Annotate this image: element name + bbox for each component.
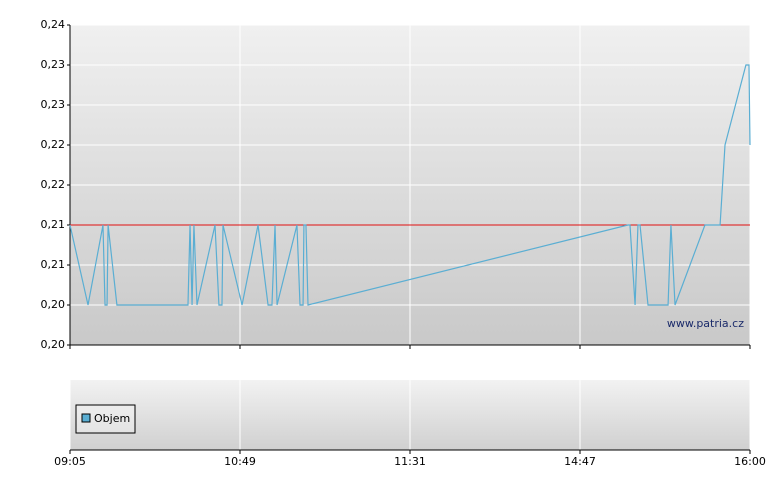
- y-tick-label: 0,22: [41, 138, 66, 151]
- y-tick-label: 0,23: [41, 98, 66, 111]
- x-tick-label: 16:00: [734, 455, 766, 468]
- x-tick-label: 09:05: [54, 455, 86, 468]
- x-tick-label: 10:49: [224, 455, 256, 468]
- x-tick-label: 14:47: [564, 455, 596, 468]
- y-tick-label: 0,20: [41, 298, 66, 311]
- watermark: www.patria.cz: [667, 317, 744, 330]
- legend-swatch: [81, 413, 91, 423]
- y-tick-label: 0,24: [41, 18, 66, 31]
- y-tick-label: 0,22: [41, 178, 66, 191]
- y-tick-label: 0,23: [41, 58, 66, 71]
- legend-label: Objem: [94, 412, 130, 425]
- y-tick-label: 0,21: [41, 258, 66, 271]
- y-tick-label: 0,21: [41, 218, 66, 231]
- price-line: [69, 64, 751, 306]
- y-tick-label: 0,20: [41, 338, 66, 351]
- x-tick-label: 11:31: [394, 455, 426, 468]
